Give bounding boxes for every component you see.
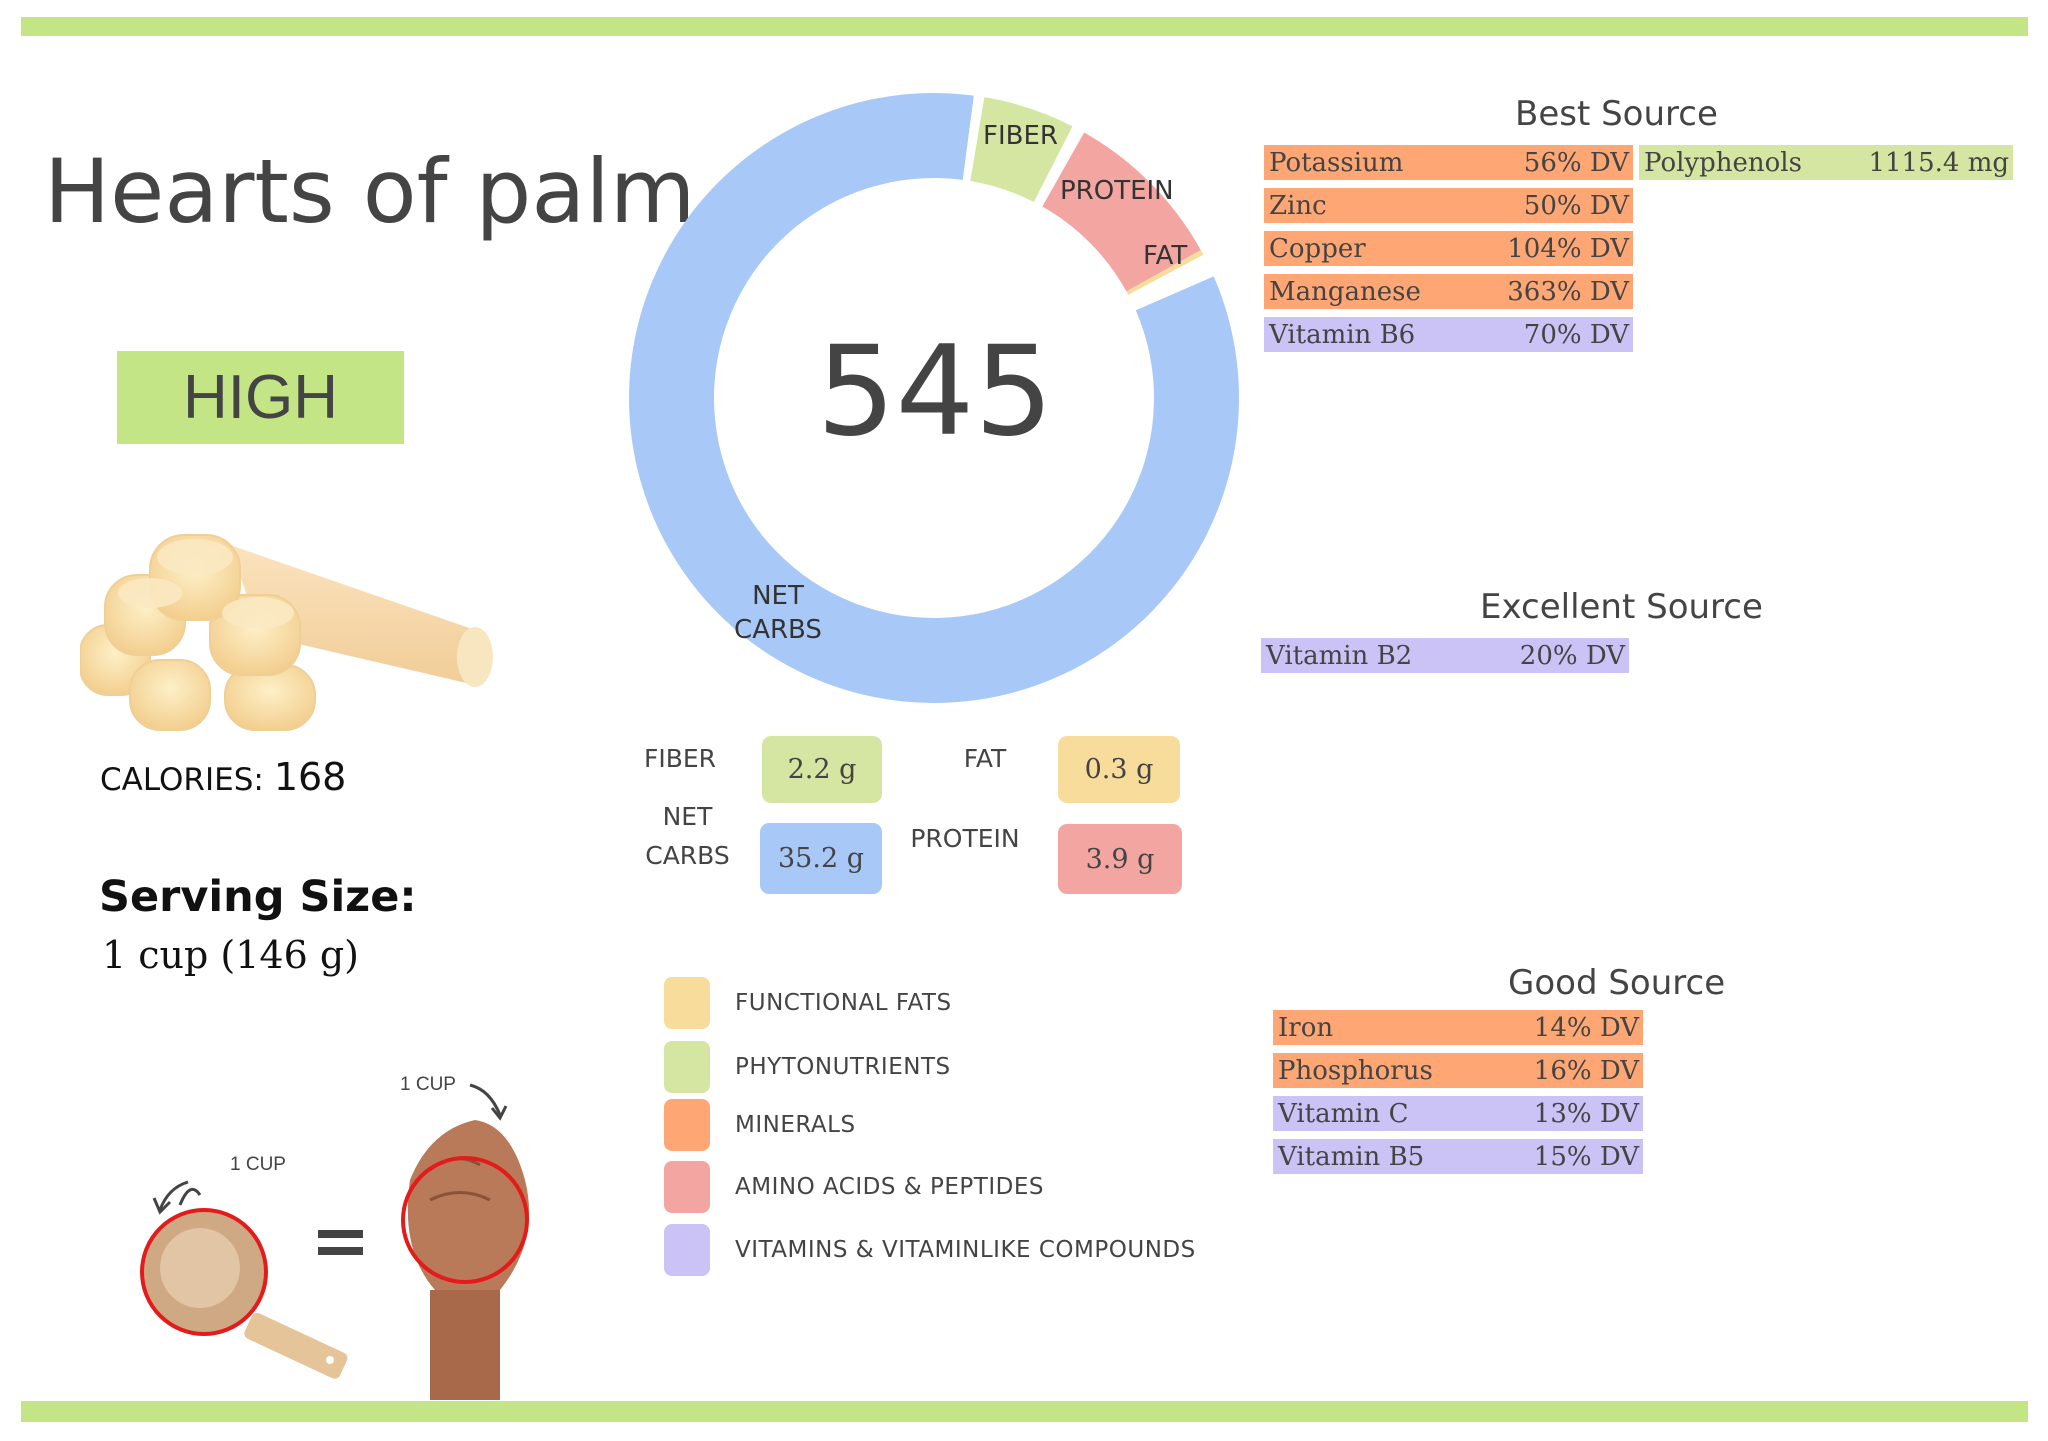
- top-accent-bar: [21, 17, 2028, 36]
- legend-swatch-icon: [664, 1041, 710, 1093]
- hearts-of-palm-photo-icon: [79, 515, 520, 740]
- nutrient-row-potassium: Potassium 56% DV: [1264, 145, 1633, 180]
- legend-label: MINERALS: [735, 1112, 856, 1138]
- nutrient-value: 1115.4 mg: [1868, 147, 2009, 178]
- nutrient-value: 16% DV: [1533, 1055, 1639, 1086]
- macro-value-net-carbs: 35.2 g: [760, 823, 882, 894]
- nutrient-row-vitamin-b5: Vitamin B5 15% DV: [1273, 1139, 1643, 1174]
- macro-label-net-carbs-line1: NET: [662, 802, 713, 831]
- donut-label-net-carbs: NET CARBS: [728, 580, 828, 648]
- measuring-cup-icon: [140, 1208, 348, 1379]
- nutrient-name: Vitamin B2: [1266, 640, 1413, 671]
- nutrient-row-vitamin-c: Vitamin C 13% DV: [1273, 1096, 1643, 1131]
- nutrient-value: 20% DV: [1519, 640, 1625, 671]
- nutrient-row-copper: Copper 104% DV: [1264, 231, 1633, 266]
- donut-segment-fat: [1126, 250, 1204, 295]
- nutrient-name: Zinc: [1269, 190, 1327, 221]
- donut-center-total: 545: [816, 320, 1054, 464]
- nutrient-name: Vitamin B5: [1278, 1141, 1425, 1172]
- nutrient-value: 14% DV: [1533, 1012, 1639, 1043]
- legend-item-phytonutrients: PHYTONUTRIENTS: [664, 1039, 951, 1095]
- bottom-accent-bar: [21, 1401, 2028, 1422]
- rating-badge: HIGH: [117, 351, 404, 444]
- macro-donut-chart: [600, 60, 1280, 740]
- calories: CALORIES: 168: [100, 755, 346, 799]
- nutrient-value: 13% DV: [1533, 1098, 1639, 1129]
- nutrient-value: 56% DV: [1523, 147, 1629, 178]
- nutrient-row-polyphenols: Polyphenols 1115.4 mg: [1639, 145, 2013, 180]
- serving-size-label: Serving Size:: [99, 872, 417, 922]
- nutrient-row-vitamin-b6: Vitamin B6 70% DV: [1264, 317, 1633, 352]
- nutrient-name: Vitamin C: [1278, 1098, 1409, 1129]
- legend-swatch-icon: [664, 1224, 710, 1276]
- legend-swatch-icon: [664, 1161, 710, 1213]
- macro-value-protein: 3.9 g: [1058, 824, 1182, 894]
- macro-label-fiber: FIBER: [643, 744, 717, 773]
- nutrient-value: 363% DV: [1507, 276, 1629, 307]
- nutrient-name: Manganese: [1269, 276, 1421, 307]
- donut-segment-protein: [1042, 132, 1201, 292]
- macro-value-fat: 0.3 g: [1058, 736, 1180, 803]
- macro-label-fat: FAT: [963, 744, 1007, 773]
- nutrient-row-phosphorus: Phosphorus 16% DV: [1273, 1053, 1643, 1088]
- nutrient-value: 104% DV: [1507, 233, 1629, 264]
- svg-text:1 CUP: 1 CUP: [400, 1074, 456, 1095]
- nutrient-name: Iron: [1278, 1012, 1334, 1043]
- nutrient-row-manganese: Manganese 363% DV: [1264, 274, 1633, 309]
- nutrient-name: Phosphorus: [1278, 1055, 1433, 1086]
- good-source-title: Good Source: [1508, 963, 1726, 1003]
- macro-value-fiber: 2.2 g: [762, 736, 882, 803]
- legend-label: AMINO ACIDS & PEPTIDES: [735, 1174, 1044, 1200]
- fist-icon: [401, 1120, 530, 1400]
- legend-item-functional-fats: FUNCTIONAL FATS: [664, 975, 952, 1031]
- legend-item-minerals: MINERALS: [664, 1097, 856, 1153]
- calories-value: 168: [273, 755, 347, 799]
- nutrient-name: Polyphenols: [1644, 147, 1802, 178]
- nutrient-value: 50% DV: [1523, 190, 1629, 221]
- macro-label-net-carbs-line2: CARBS: [645, 840, 730, 870]
- nutrient-name: Copper: [1269, 233, 1366, 264]
- legend-swatch-icon: [664, 977, 710, 1029]
- nutrient-row-zinc: Zinc 50% DV: [1264, 188, 1633, 223]
- nutrient-row-iron: Iron 14% DV: [1273, 1010, 1643, 1045]
- serving-size-value: 1 cup (146 g): [102, 933, 360, 977]
- legend-item-vitamins: VITAMINS & VITAMINLIKE COMPOUNDS: [664, 1222, 1196, 1278]
- legend-swatch-icon: [664, 1099, 710, 1151]
- macro-label-net-carbs: NET CARBS: [630, 798, 745, 876]
- donut-label-protein: PROTEIN: [1060, 176, 1174, 206]
- legend-label: PHYTONUTRIENTS: [735, 1054, 951, 1080]
- best-source-title: Best Source: [1515, 94, 1718, 134]
- nutrient-name: Vitamin B6: [1269, 319, 1416, 350]
- cup-equals-fist-illustration: 1 CUP 1 CUP: [130, 1070, 550, 1400]
- excellent-source-title: Excellent Source: [1480, 587, 1763, 627]
- svg-text:1 CUP: 1 CUP: [230, 1154, 286, 1175]
- nutrient-value: 15% DV: [1533, 1141, 1639, 1172]
- donut-label-fat: FAT: [1143, 241, 1188, 271]
- legend-label: VITAMINS & VITAMINLIKE COMPOUNDS: [735, 1237, 1196, 1263]
- page-title: Hearts of palm: [44, 140, 696, 243]
- macro-label-protein: PROTEIN: [910, 824, 1020, 853]
- calories-label: CALORIES:: [100, 762, 264, 798]
- donut-label-fiber: FIBER: [983, 121, 1058, 151]
- donut-segment-fiber: [970, 97, 1073, 202]
- legend-item-amino-acids: AMINO ACIDS & PEPTIDES: [664, 1159, 1044, 1215]
- donut-label-net-carbs-line1: NET: [752, 581, 804, 611]
- legend-label: FUNCTIONAL FATS: [735, 990, 952, 1016]
- nutrient-row-vitamin-b2: Vitamin B2 20% DV: [1261, 638, 1629, 673]
- nutrient-value: 70% DV: [1523, 319, 1629, 350]
- donut-label-net-carbs-line2: CARBS: [734, 614, 822, 645]
- nutrient-name: Potassium: [1269, 147, 1404, 178]
